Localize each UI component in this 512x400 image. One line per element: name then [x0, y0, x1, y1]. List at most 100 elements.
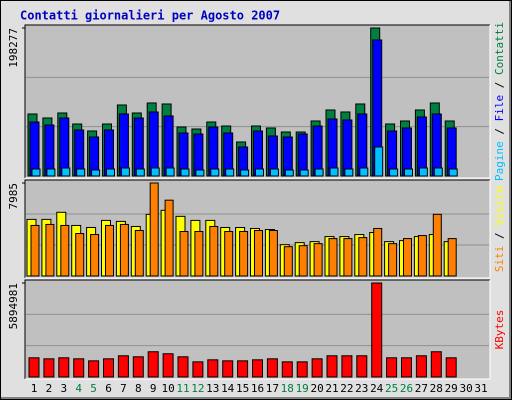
- bar: [31, 168, 41, 177]
- panel-edge: [24, 179, 490, 278]
- bar: [430, 351, 442, 378]
- legend-entry: File: [493, 95, 506, 122]
- x-tick-label: 3: [60, 382, 67, 395]
- bar: [357, 113, 368, 177]
- x-tick-label: 1: [31, 382, 38, 395]
- bar: [373, 227, 383, 277]
- bar: [252, 359, 263, 378]
- bar: [224, 231, 234, 277]
- legend: Siti / Visite: [493, 186, 506, 272]
- bar: [45, 223, 55, 277]
- bar: [266, 358, 278, 378]
- bar: [165, 167, 175, 177]
- bar: [44, 124, 55, 177]
- bar: [298, 245, 308, 277]
- bar: [314, 168, 324, 177]
- bar: [299, 169, 309, 177]
- chart-title: Contatti giornalieri per Agosto 2007: [20, 9, 280, 23]
- panel-edge: [25, 25, 491, 179]
- bar: [162, 353, 174, 378]
- bar: [417, 235, 427, 277]
- y-tick-label: 5894981: [7, 283, 20, 329]
- bar: [163, 115, 174, 177]
- bar: [358, 237, 368, 277]
- bar: [341, 355, 353, 378]
- bar: [46, 168, 56, 177]
- bar: [240, 169, 250, 177]
- bar: [29, 121, 40, 177]
- bar: [132, 356, 144, 378]
- x-tick-label: 28: [430, 382, 443, 395]
- legend-separator: /: [493, 121, 506, 141]
- x-tick-label: 7: [120, 382, 127, 395]
- bar: [281, 361, 293, 378]
- x-tick-label: 25: [385, 382, 398, 395]
- bar: [75, 233, 85, 277]
- legend-entry: Visite: [493, 186, 506, 226]
- bar: [147, 351, 159, 378]
- bar: [30, 224, 40, 277]
- bar: [150, 167, 160, 177]
- bar: [43, 358, 55, 378]
- x-tick-label: 4: [75, 382, 82, 395]
- bar: [432, 213, 442, 277]
- bar: [255, 168, 264, 177]
- bar: [326, 355, 338, 378]
- bar: [404, 168, 413, 177]
- bar: [239, 231, 249, 277]
- x-tick-label: 18: [281, 382, 294, 395]
- bar: [415, 355, 427, 378]
- bar: [225, 168, 235, 177]
- bar: [90, 234, 100, 277]
- bar: [209, 225, 219, 277]
- bar: [59, 117, 70, 177]
- bar: [76, 168, 86, 177]
- bar: [296, 361, 308, 378]
- bar: [359, 167, 369, 177]
- x-tick-label: 14: [221, 382, 235, 395]
- bar: [448, 168, 458, 177]
- bar: [311, 358, 323, 378]
- bar: [192, 361, 204, 378]
- x-tick-label: 13: [206, 382, 219, 395]
- bar: [343, 238, 353, 277]
- bar: [179, 231, 189, 277]
- bar: [371, 282, 383, 378]
- bar: [119, 223, 129, 277]
- bar: [118, 113, 129, 177]
- legend: KBytes: [493, 310, 506, 350]
- bar: [195, 169, 205, 177]
- x-tick-label: 12: [191, 382, 204, 395]
- bar: [445, 357, 457, 378]
- x-tick-label: 30: [459, 382, 472, 395]
- bar: [120, 167, 130, 177]
- bar: [61, 167, 71, 177]
- bar: [268, 230, 278, 277]
- x-tick-label: 16: [251, 382, 264, 395]
- legend-entry: Pagine: [493, 141, 506, 181]
- bar: [28, 357, 40, 378]
- y-tick-label: 7985: [7, 183, 20, 210]
- bar: [312, 125, 323, 177]
- y-tick-label: 198277: [7, 28, 20, 68]
- legend-entry: KBytes: [493, 310, 506, 350]
- bar: [389, 168, 399, 177]
- bar: [133, 117, 144, 177]
- bar: [416, 116, 427, 177]
- bar: [254, 230, 263, 277]
- bar: [207, 359, 219, 378]
- x-tick-label: 8: [135, 382, 142, 395]
- bar: [386, 357, 398, 378]
- legend: Pagine / File / Contatti: [493, 22, 506, 181]
- x-tick-label: 2: [46, 382, 53, 395]
- bar: [91, 169, 101, 177]
- x-tick-label: 9: [150, 382, 157, 395]
- bar: [374, 146, 384, 177]
- bar: [180, 168, 190, 177]
- bar: [328, 238, 338, 277]
- bar: [164, 199, 174, 277]
- bar: [283, 246, 293, 277]
- bar: [88, 360, 100, 378]
- bar: [313, 243, 323, 277]
